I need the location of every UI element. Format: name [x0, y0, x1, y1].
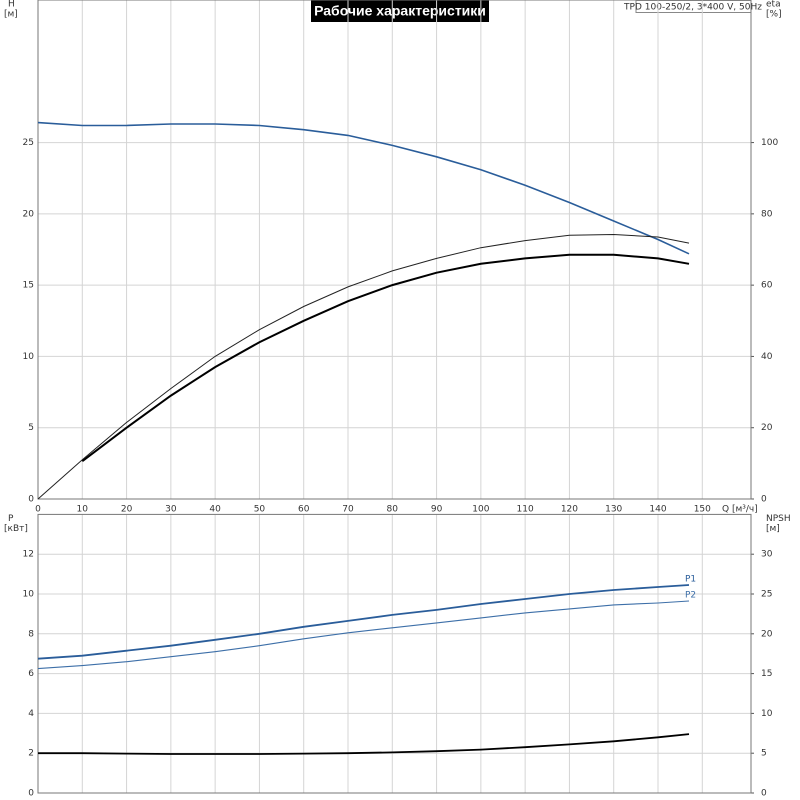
y-axis-unit: [м] [4, 10, 18, 20]
y-tick-label: 8 [28, 629, 34, 639]
x-tick-label: 140 [649, 505, 666, 515]
y-axis-label: P [8, 514, 14, 524]
chart-title: Рабочие характеристики [314, 3, 486, 19]
series-line [37, 600, 690, 670]
plot-frame [37, 0, 752, 500]
y-axis-label: H [8, 0, 15, 10]
x-tick-label: 40 [209, 505, 221, 515]
y2-tick-label: 0 [761, 495, 767, 505]
y-tick-label: 4 [28, 709, 34, 719]
x-tick-label: 150 [694, 505, 711, 515]
title-box [311, 0, 489, 22]
y2-tick-label: 10 [761, 709, 773, 719]
y2-tick-label: 5 [761, 749, 767, 759]
y2-tick-label: 40 [761, 352, 773, 362]
y2-tick-label: 30 [761, 550, 773, 560]
y2-tick-label: 80 [761, 209, 773, 219]
x-tick-label: 100 [472, 505, 489, 515]
plot-frame [37, 513, 752, 794]
x-tick-label: 80 [387, 505, 399, 515]
y2-tick-label: 60 [761, 281, 773, 291]
x-tick-label: 30 [165, 505, 177, 515]
y2-axis-label: NPSH [766, 514, 791, 524]
y-tick-label: 12 [23, 550, 34, 560]
series-line [37, 584, 690, 660]
y-tick-label: 0 [28, 789, 34, 799]
y-tick-label: 0 [28, 495, 34, 505]
x-tick-label: 120 [561, 505, 578, 515]
x-axis-label: Q [м³/ч] [722, 505, 758, 515]
series-label: P1 [685, 575, 696, 585]
x-tick-label: 60 [298, 505, 310, 515]
y-tick-label: 5 [28, 423, 34, 433]
y-tick-label: 2 [28, 749, 34, 759]
model-label: TPD 100-250/2, 3*400 V, 50Hz [623, 3, 762, 13]
y-tick-label: 10 [23, 590, 35, 600]
x-tick-label: 70 [342, 505, 354, 515]
y-tick-label: 25 [23, 138, 34, 148]
y-tick-label: 15 [23, 281, 34, 291]
y2-tick-label: 15 [761, 669, 772, 679]
y2-tick-label: 25 [761, 590, 772, 600]
x-tick-label: 10 [77, 505, 89, 515]
x-tick-label: 110 [517, 505, 534, 515]
series-label: P2 [685, 590, 696, 600]
y-tick-label: 6 [28, 669, 34, 679]
x-tick-label: 90 [431, 505, 443, 515]
series-line [37, 121, 690, 255]
x-tick-label: 0 [35, 505, 41, 515]
y2-axis-unit: [%] [766, 10, 782, 20]
y-tick-label: 20 [23, 209, 35, 219]
series-line [81, 253, 690, 462]
y2-axis-label: eta [766, 0, 781, 10]
y2-tick-label: 100 [761, 138, 778, 148]
y2-tick-label: 20 [761, 423, 773, 433]
x-tick-label: 20 [121, 505, 133, 515]
x-tick-label: 130 [605, 505, 622, 515]
y2-tick-label: 0 [761, 789, 767, 799]
y-axis-unit: [кВт] [4, 524, 28, 534]
x-tick-label: 50 [254, 505, 266, 515]
series-line [37, 233, 690, 500]
series-line [38, 733, 690, 755]
y-tick-label: 10 [23, 352, 35, 362]
y2-axis-unit: [м] [766, 524, 780, 534]
y2-tick-label: 20 [761, 629, 773, 639]
